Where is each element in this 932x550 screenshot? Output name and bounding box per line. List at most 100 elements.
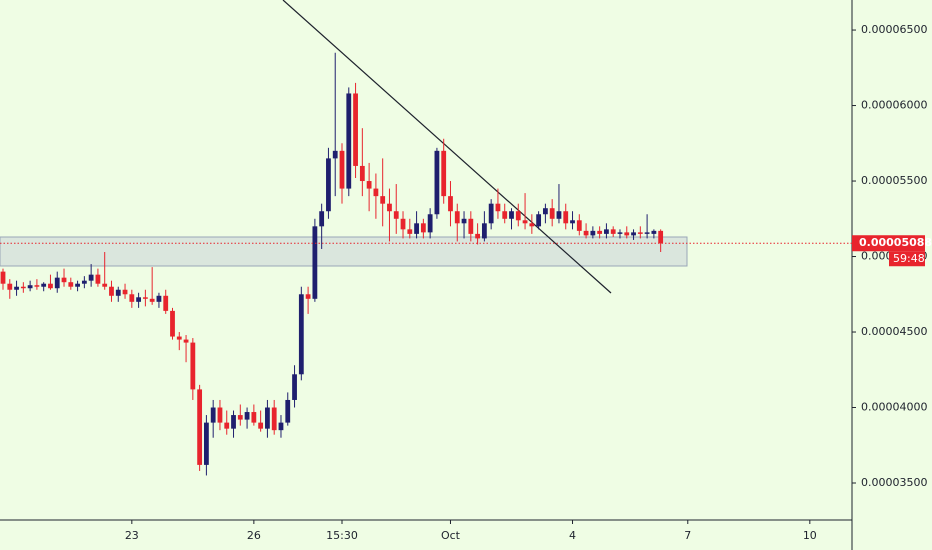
candle-body xyxy=(319,211,325,227)
candle-body xyxy=(197,389,203,465)
candle-body xyxy=(278,422,284,431)
y-tick-label: 0.00006000 xyxy=(861,99,927,112)
candle-body xyxy=(590,230,596,236)
candle-body xyxy=(231,415,236,429)
candle-body xyxy=(576,220,582,231)
candle-body xyxy=(353,93,358,166)
last-price-box xyxy=(852,235,925,252)
candle-body xyxy=(305,294,311,299)
candle-body xyxy=(142,297,148,299)
candle-body xyxy=(149,298,155,302)
candle-body xyxy=(373,188,379,197)
candle-body xyxy=(95,274,101,284)
candle-body xyxy=(556,211,562,219)
candle-body xyxy=(617,232,623,234)
candle-body xyxy=(115,289,121,296)
candle-body xyxy=(298,294,304,375)
candle-body xyxy=(610,229,616,234)
candle-body xyxy=(312,226,318,299)
candle-body xyxy=(68,282,74,287)
candle-body xyxy=(468,218,474,234)
countdown-box xyxy=(889,251,925,267)
candle-body xyxy=(570,220,575,224)
candle-body xyxy=(387,203,392,212)
candle-body xyxy=(461,218,467,224)
candle-body xyxy=(34,285,40,287)
last-price-label: 0.00005088 xyxy=(859,236,932,249)
candle-body xyxy=(271,407,277,431)
candle-body xyxy=(7,283,13,290)
candle-body xyxy=(41,283,47,287)
candle-body xyxy=(427,214,433,233)
candle-body xyxy=(658,230,664,244)
candle-body xyxy=(400,218,406,230)
candle-body xyxy=(637,232,643,234)
candle-body xyxy=(651,230,657,234)
candle-body xyxy=(190,342,196,390)
candle-body xyxy=(644,232,650,234)
candle-body xyxy=(20,286,26,289)
candle-body xyxy=(156,295,162,302)
candle-body xyxy=(434,150,440,215)
x-tick-label: 26 xyxy=(247,529,261,542)
y-tick-label: 0.00004000 xyxy=(861,401,927,414)
candle-body xyxy=(237,415,243,420)
candle-body xyxy=(549,208,555,219)
candle-body xyxy=(509,211,514,219)
x-tick-label: 10 xyxy=(803,529,817,542)
candle-body xyxy=(543,208,548,215)
candle-body xyxy=(122,289,128,295)
candle-body xyxy=(488,203,494,224)
candle-body xyxy=(265,407,270,429)
candle-body xyxy=(624,232,630,236)
candle-body xyxy=(515,211,521,221)
candle-body xyxy=(604,229,609,234)
candle-body xyxy=(204,422,209,465)
candle-body xyxy=(583,230,589,236)
candle-body xyxy=(346,93,352,189)
candle-body xyxy=(332,150,338,159)
candle-body xyxy=(81,280,87,284)
support-zone xyxy=(0,236,688,267)
candle-body xyxy=(393,211,399,219)
candle-body xyxy=(48,283,53,289)
candle-body xyxy=(502,211,508,219)
candle-body xyxy=(54,277,60,289)
candle-body xyxy=(217,407,223,423)
candle-body xyxy=(102,283,108,287)
candle-body xyxy=(441,150,447,197)
candle-body xyxy=(0,271,6,284)
candle-body xyxy=(495,203,501,212)
candle-body xyxy=(170,310,175,337)
candle-body xyxy=(251,412,257,423)
x-tick-label: 7 xyxy=(684,529,691,542)
candle-body xyxy=(536,214,542,227)
candle-body xyxy=(292,374,297,400)
candle-body xyxy=(380,196,386,204)
y-tick-label: 0.00005500 xyxy=(861,174,927,187)
candle-body xyxy=(61,277,67,283)
candle-body xyxy=(176,336,182,340)
candle-body xyxy=(163,295,169,311)
candle-body xyxy=(529,223,535,227)
y-tick-label: 0.00003500 xyxy=(861,476,927,489)
x-tick-label: 4 xyxy=(569,529,576,542)
candle-body xyxy=(183,339,189,343)
candle-body xyxy=(631,232,636,236)
candle-body xyxy=(414,223,419,234)
candle-body xyxy=(563,211,569,224)
candle-body xyxy=(359,165,365,182)
candle-body xyxy=(481,223,487,239)
candle-body xyxy=(14,286,19,290)
candle-body xyxy=(109,286,114,296)
trend-line xyxy=(282,0,612,294)
candle-body xyxy=(454,211,460,224)
x-tick-label: 15:30 xyxy=(326,529,358,542)
candle-body xyxy=(597,230,603,234)
candle-body xyxy=(244,412,250,420)
candle-body xyxy=(136,297,141,302)
candle-body xyxy=(285,399,291,423)
candle-body xyxy=(326,158,331,212)
candle-body xyxy=(27,285,33,289)
